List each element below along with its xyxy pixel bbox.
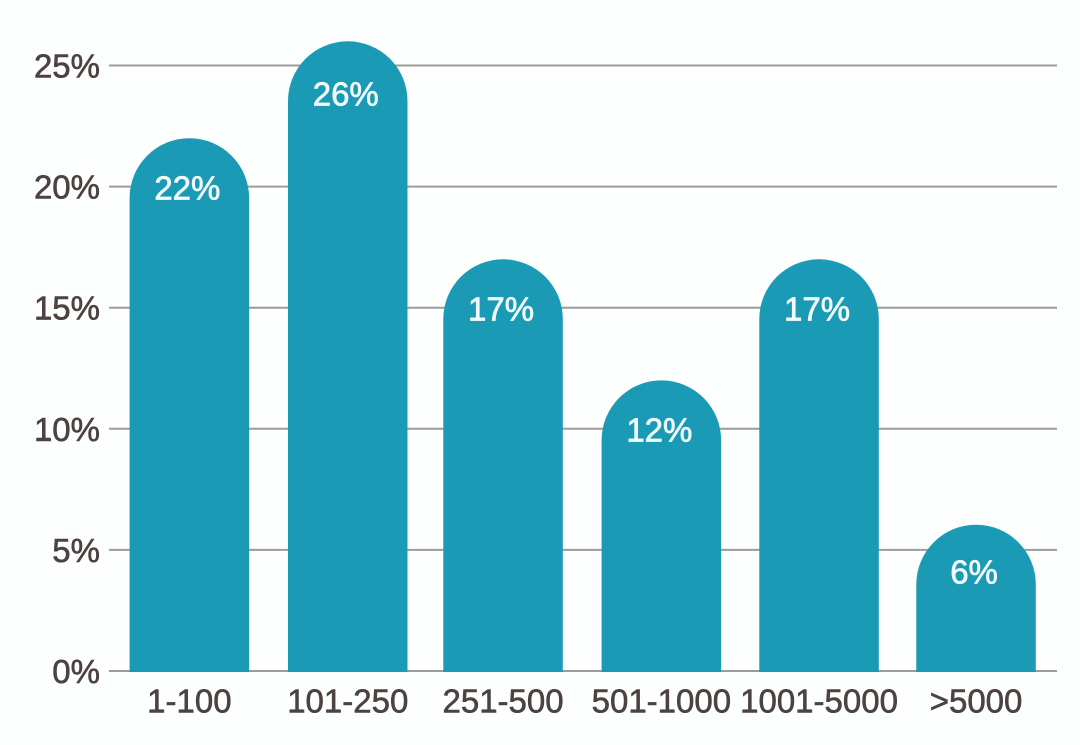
svg-text:15%: 15% — [34, 290, 100, 327]
svg-text:5%: 5% — [52, 532, 100, 569]
svg-text:1001-5000: 1001-5000 — [740, 683, 898, 720]
svg-text:25%: 25% — [34, 48, 100, 85]
svg-text:10%: 10% — [34, 411, 100, 448]
svg-text:>5000: >5000 — [930, 683, 1023, 720]
svg-text:251-500: 251-500 — [442, 683, 563, 720]
svg-text:17%: 17% — [784, 291, 850, 328]
svg-text:22%: 22% — [154, 170, 220, 207]
svg-text:1-100: 1-100 — [147, 683, 231, 720]
svg-text:20%: 20% — [34, 169, 100, 206]
svg-text:6%: 6% — [950, 554, 998, 591]
svg-text:17%: 17% — [468, 291, 534, 328]
svg-text:101-250: 101-250 — [287, 683, 408, 720]
svg-text:0%: 0% — [52, 653, 100, 690]
svg-text:12%: 12% — [626, 412, 692, 449]
svg-text:501-1000: 501-1000 — [592, 683, 731, 720]
svg-text:26%: 26% — [313, 76, 379, 113]
